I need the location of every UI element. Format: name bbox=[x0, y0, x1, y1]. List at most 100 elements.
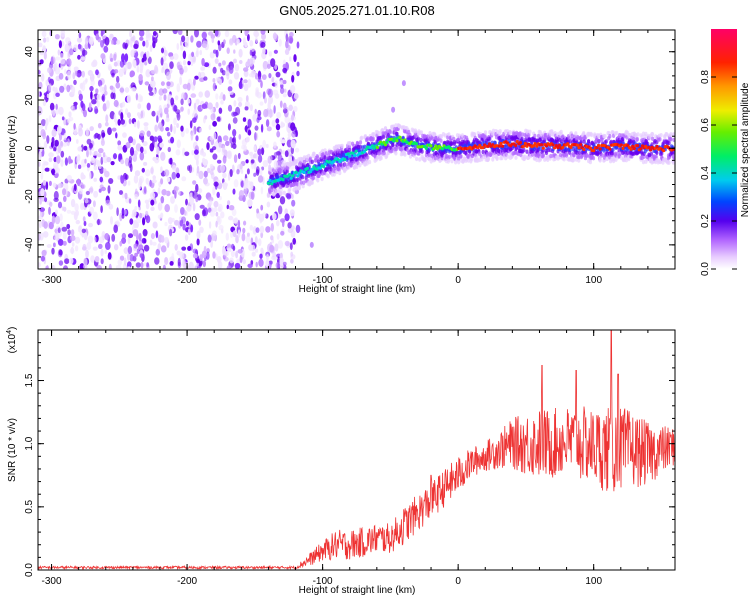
snr-line bbox=[38, 330, 675, 570]
signal-peak-cell bbox=[395, 139, 399, 143]
signal-cell bbox=[280, 166, 284, 171]
noise-cell bbox=[164, 221, 168, 227]
signal-cell bbox=[299, 180, 303, 185]
noise-cell bbox=[106, 156, 112, 163]
noise-cell bbox=[149, 44, 153, 53]
noise-cell bbox=[158, 122, 163, 130]
noise-cell bbox=[160, 196, 165, 204]
noise-cell bbox=[162, 88, 168, 94]
noise-cell bbox=[241, 79, 245, 84]
noise-cell bbox=[198, 170, 204, 180]
noise-cell bbox=[187, 228, 191, 236]
noise-cell bbox=[182, 60, 187, 66]
noise-cell bbox=[192, 117, 197, 123]
noise-cell bbox=[236, 169, 240, 175]
noise-cell bbox=[68, 155, 72, 165]
noise-cell bbox=[284, 240, 290, 247]
signal-cell bbox=[371, 136, 375, 141]
noise-cell bbox=[45, 37, 50, 43]
noise-cell bbox=[145, 69, 151, 78]
noise-cell bbox=[150, 233, 155, 240]
noise-cell bbox=[41, 73, 45, 82]
noise-cell bbox=[126, 94, 132, 104]
noise-cell bbox=[166, 81, 171, 87]
noise-cell bbox=[49, 201, 53, 207]
noise-cell bbox=[119, 240, 122, 247]
noise-cell bbox=[176, 43, 180, 50]
noise-cell bbox=[100, 258, 104, 265]
noise-cell bbox=[104, 233, 110, 241]
noise-cell bbox=[227, 172, 231, 181]
noise-cell bbox=[76, 73, 81, 78]
signal-cell bbox=[279, 184, 283, 190]
noise-cell bbox=[275, 71, 281, 78]
noise-cell bbox=[129, 218, 134, 225]
signal-peak-cell bbox=[354, 149, 358, 153]
signal-cell bbox=[357, 148, 361, 153]
signal-cell bbox=[572, 153, 576, 158]
noise-cell bbox=[261, 33, 266, 40]
signal-peak-cell bbox=[281, 178, 285, 182]
noise-cell bbox=[291, 131, 296, 138]
noise-cell bbox=[140, 261, 144, 269]
noise-cell bbox=[77, 146, 83, 152]
noise-cell bbox=[276, 130, 281, 138]
noise-cell bbox=[102, 103, 107, 112]
noise-cell bbox=[77, 43, 82, 50]
noise-cell bbox=[179, 67, 184, 75]
noise-cell bbox=[98, 148, 104, 154]
noise-cell bbox=[266, 201, 271, 208]
noise-cell bbox=[266, 126, 272, 132]
noise-cell bbox=[55, 209, 58, 215]
noise-cell bbox=[271, 78, 274, 83]
signal-cell bbox=[394, 151, 398, 156]
noise-cell bbox=[157, 202, 163, 211]
noise-cell bbox=[55, 155, 61, 164]
noise-cell bbox=[181, 92, 186, 100]
noise-cell bbox=[242, 180, 248, 190]
noise-cell bbox=[169, 261, 174, 266]
noise-cell bbox=[124, 157, 130, 167]
noise-cell bbox=[116, 39, 121, 45]
noise-cell bbox=[151, 139, 155, 148]
noise-cell bbox=[286, 193, 292, 200]
noise-cell bbox=[130, 49, 135, 58]
noise-cell bbox=[236, 38, 240, 45]
signal-cell bbox=[343, 162, 347, 167]
noise-cell bbox=[38, 233, 41, 241]
noise-cell bbox=[242, 37, 246, 46]
signal-cell bbox=[491, 128, 496, 133]
noise-cell bbox=[97, 79, 103, 87]
noise-cell bbox=[41, 249, 47, 257]
noise-cell bbox=[89, 171, 92, 180]
noise-cell bbox=[242, 259, 246, 265]
noise-cell bbox=[83, 232, 88, 241]
signal-cell bbox=[274, 189, 278, 194]
noise-cell bbox=[138, 244, 144, 251]
noise-cell bbox=[251, 251, 256, 257]
noise-cell bbox=[78, 32, 82, 39]
signal-cell bbox=[426, 134, 430, 139]
noise-cell bbox=[110, 57, 114, 62]
noise-cell bbox=[100, 156, 104, 165]
signal-cell bbox=[348, 141, 352, 146]
noise-cell bbox=[245, 159, 249, 164]
signal-peak-cell bbox=[655, 144, 659, 149]
signal-cell bbox=[609, 139, 613, 145]
noise-cell bbox=[226, 265, 232, 269]
noise-cell bbox=[82, 264, 88, 269]
noise-cell bbox=[201, 250, 207, 259]
noise-cell bbox=[250, 70, 256, 78]
noise-cell bbox=[116, 207, 119, 217]
noise-cell bbox=[76, 155, 80, 165]
noise-cell bbox=[70, 198, 76, 208]
noise-cell bbox=[296, 70, 300, 77]
noise-cell bbox=[135, 262, 141, 268]
noise-cell bbox=[276, 111, 282, 119]
noise-cell bbox=[169, 61, 174, 69]
noise-cell bbox=[180, 39, 183, 47]
noise-cell bbox=[266, 253, 269, 261]
noise-cell bbox=[207, 234, 212, 243]
noise-cell bbox=[185, 198, 188, 206]
noise-cell bbox=[243, 70, 249, 78]
